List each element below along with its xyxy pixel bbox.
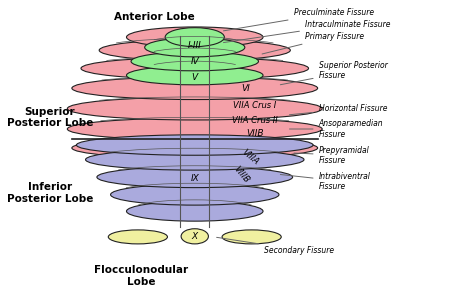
Ellipse shape — [145, 38, 245, 57]
Text: Superior Posterior
Fissure: Superior Posterior Fissure — [280, 61, 387, 85]
Text: VIIIA: VIIIA — [240, 147, 260, 166]
Text: IX: IX — [191, 174, 199, 183]
Ellipse shape — [127, 201, 263, 221]
Text: X: X — [191, 232, 198, 241]
Text: VIIA Crus I: VIIA Crus I — [233, 101, 276, 110]
Text: Horizontal Fissure: Horizontal Fissure — [290, 104, 387, 115]
Text: Flocculonodular
Lobe: Flocculonodular Lobe — [94, 265, 188, 287]
Ellipse shape — [67, 118, 322, 140]
Text: VIIA Crus II: VIIA Crus II — [232, 116, 278, 125]
Ellipse shape — [97, 167, 292, 188]
Text: Primary Fissure: Primary Fissure — [262, 32, 364, 54]
Ellipse shape — [67, 97, 322, 120]
Text: Preculminate Fissure: Preculminate Fissure — [223, 8, 374, 31]
Text: Inferior
Posterior Lobe: Inferior Posterior Lobe — [7, 182, 93, 204]
Ellipse shape — [165, 28, 224, 47]
Ellipse shape — [110, 184, 279, 205]
Ellipse shape — [72, 137, 318, 159]
Text: Intraculminate Fissure: Intraculminate Fissure — [223, 20, 391, 42]
Text: VIIIB: VIIIB — [232, 164, 251, 184]
Text: Anterior Lobe: Anterior Lobe — [114, 12, 195, 22]
Text: Ansoparamedian
Fissure: Ansoparamedian Fissure — [290, 119, 383, 139]
Text: V: V — [191, 74, 198, 82]
Ellipse shape — [127, 66, 263, 85]
Ellipse shape — [181, 229, 209, 244]
Text: Superior
Posterior Lobe: Superior Posterior Lobe — [7, 107, 93, 128]
Text: Intrabiventral
Fissure: Intrabiventral Fissure — [280, 172, 371, 191]
Ellipse shape — [131, 52, 258, 71]
Text: VIIB: VIIB — [246, 129, 264, 138]
Text: IV: IV — [191, 57, 199, 67]
Text: I-III: I-III — [188, 41, 201, 50]
Text: VI: VI — [241, 84, 250, 93]
Text: Prepyramidal
Fissure: Prepyramidal Fissure — [294, 146, 369, 165]
Ellipse shape — [85, 149, 304, 170]
Ellipse shape — [72, 77, 318, 100]
Ellipse shape — [108, 230, 167, 244]
Ellipse shape — [76, 135, 313, 155]
Ellipse shape — [127, 27, 263, 47]
Ellipse shape — [99, 40, 291, 61]
Text: Secondary Fissure: Secondary Fissure — [217, 237, 334, 255]
Ellipse shape — [222, 230, 281, 244]
Ellipse shape — [81, 57, 309, 79]
